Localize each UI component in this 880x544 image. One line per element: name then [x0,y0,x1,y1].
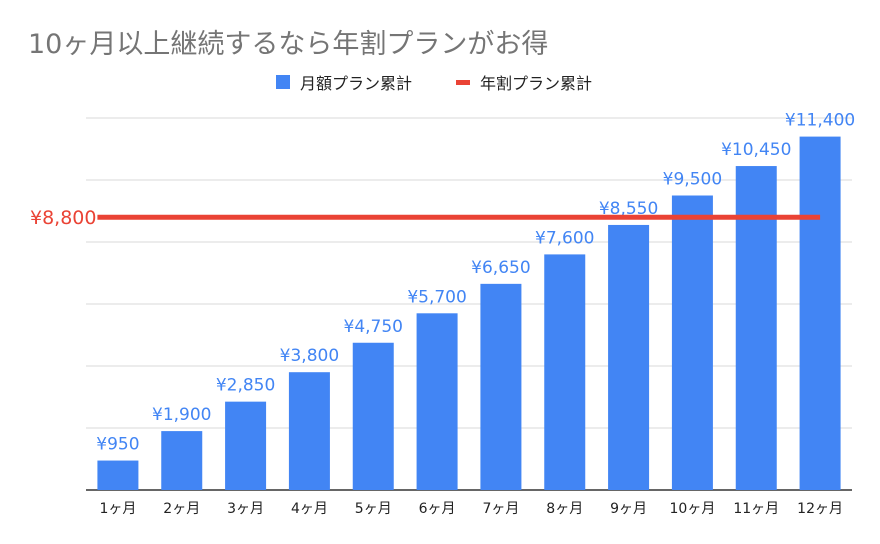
bar [288,372,330,490]
x-tick-label: 11ヶ月 [733,501,779,517]
bar [225,401,267,490]
data-label: ¥4,750 [344,317,403,337]
x-tick-label: 2ヶ月 [163,501,200,517]
bar [608,224,650,490]
x-tick-label: 10ヶ月 [670,501,716,517]
x-tick-label: 6ヶ月 [419,501,456,517]
x-tick-label: 12ヶ月 [797,501,843,517]
bar [480,283,522,490]
legend-label-monthly: 月額プラン累計 [300,74,413,93]
legend-label-yearly: 年割プラン累計 [480,74,593,93]
x-tick-label: 8ヶ月 [546,501,583,517]
data-label: ¥5,700 [407,287,466,307]
bar [799,136,841,490]
bar [671,195,713,490]
bar [544,254,586,490]
bar [161,431,203,490]
data-label: ¥950 [96,435,139,455]
chart-title: 10ヶ月以上継続するなら年割プランがお得 [28,29,549,60]
data-label: ¥1,900 [152,405,211,425]
x-tick-label: 4ヶ月 [291,501,328,517]
data-label: ¥2,850 [216,376,275,396]
x-tick-label: 9ヶ月 [610,501,647,517]
x-tick-label: 3ヶ月 [227,501,264,517]
data-label: ¥8,550 [599,199,658,219]
data-label: ¥7,600 [535,228,594,248]
bar [352,342,394,490]
legend-item-monthly: 月額プラン累計 [276,70,412,94]
legend-item-yearly: 年割プラン累計 [456,70,592,94]
data-label: ¥6,650 [471,258,530,278]
bar [735,166,777,491]
yearly-plan-label: ¥8,800 [30,207,96,229]
data-label: ¥9,500 [663,170,722,190]
data-label: ¥3,800 [280,346,339,366]
data-label: ¥11,400 [785,111,855,131]
bar [97,460,139,490]
legend: 月額プラン累計 年割プラン累計 [0,70,880,96]
x-tick-label: 7ヶ月 [482,501,519,517]
bar [416,313,458,490]
x-tick-label: 5ヶ月 [355,501,392,517]
data-label: ¥10,450 [721,140,791,160]
x-tick-label: 1ヶ月 [99,501,136,517]
legend-swatch-monthly [276,75,290,89]
legend-swatch-yearly [456,79,470,85]
